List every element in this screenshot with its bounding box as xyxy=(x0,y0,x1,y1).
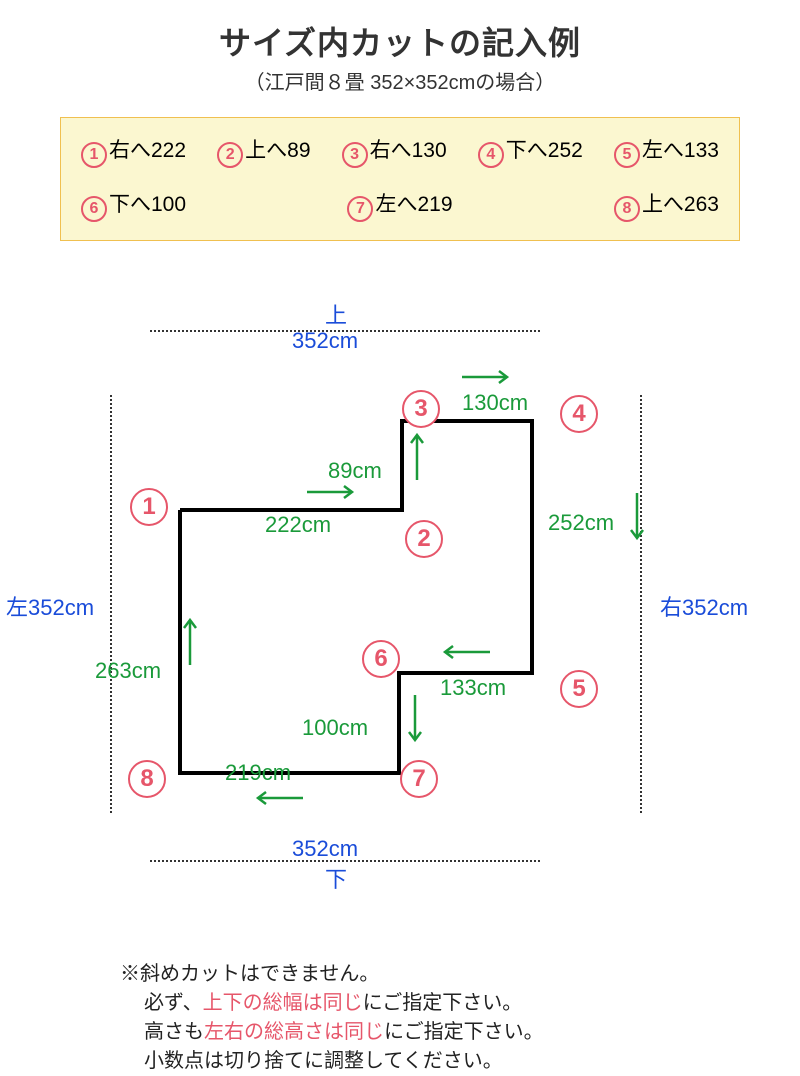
note-line-1: ※斜めカットはできません。 xyxy=(120,960,544,989)
vertex-1: 1 xyxy=(130,488,168,526)
vertex-3: 3 xyxy=(402,390,440,428)
note-line-2: 必ず、上下の総幅は同じにご指定下さい。 xyxy=(120,989,544,1018)
cut-shape xyxy=(0,280,800,930)
segment-label-8: 263cm xyxy=(95,658,161,684)
note-line-3: 高さも左右の総高さは同じにご指定下さい。 xyxy=(120,1018,544,1047)
segment-arrow-8 xyxy=(175,610,235,670)
page-title: サイズ内カットの記入例 xyxy=(0,0,800,64)
segment-arrow-2 xyxy=(402,425,462,485)
segment-label-4: 252cm xyxy=(548,510,614,536)
notes-block: ※斜めカットはできません。 必ず、上下の総幅は同じにご指定下さい。 高さも左右の… xyxy=(120,960,544,1076)
vertex-7: 7 xyxy=(400,760,438,798)
page-subtitle: （江戸間８畳 352×352cmの場合） xyxy=(0,66,800,95)
instruction-item-7: 7左へ219 xyxy=(347,190,452,222)
instruction-item-3: 3右へ130 xyxy=(342,136,447,168)
segment-arrow-6 xyxy=(400,685,460,745)
vertex-2: 2 xyxy=(405,520,443,558)
segment-arrow-1 xyxy=(297,477,357,537)
segment-arrow-4 xyxy=(622,483,682,543)
instruction-item-6: 6下へ100 xyxy=(81,190,186,222)
instruction-item-8: 8上へ263 xyxy=(614,190,719,222)
vertex-6: 6 xyxy=(362,640,400,678)
segment-arrow-3 xyxy=(452,362,512,422)
segment-label-2: 89cm xyxy=(328,458,382,484)
vertex-8: 8 xyxy=(128,760,166,798)
segment-label-6: 100cm xyxy=(302,715,368,741)
instruction-item-1: 1右へ222 xyxy=(81,136,186,168)
diagram-canvas: 上 352cm 左352cm 右352cm 352cm 下 1234567822… xyxy=(0,280,800,930)
instruction-item-5: 5左へ133 xyxy=(614,136,719,168)
note-line-4: 小数点は切り捨てに調整してください。 xyxy=(120,1047,544,1076)
segment-arrow-7 xyxy=(248,783,308,843)
instruction-item-2: 2上へ89 xyxy=(217,136,310,168)
instruction-item-4: 4下へ252 xyxy=(478,136,583,168)
instruction-box: 1右へ222 2上へ89 3右へ130 4下へ252 5左へ133 6下へ100 7左へ21… xyxy=(60,117,740,241)
vertex-4: 4 xyxy=(560,395,598,433)
page: サイズ内カットの記入例 （江戸間８畳 352×352cmの場合） 1右へ222 2… xyxy=(0,0,800,1068)
vertex-5: 5 xyxy=(560,670,598,708)
